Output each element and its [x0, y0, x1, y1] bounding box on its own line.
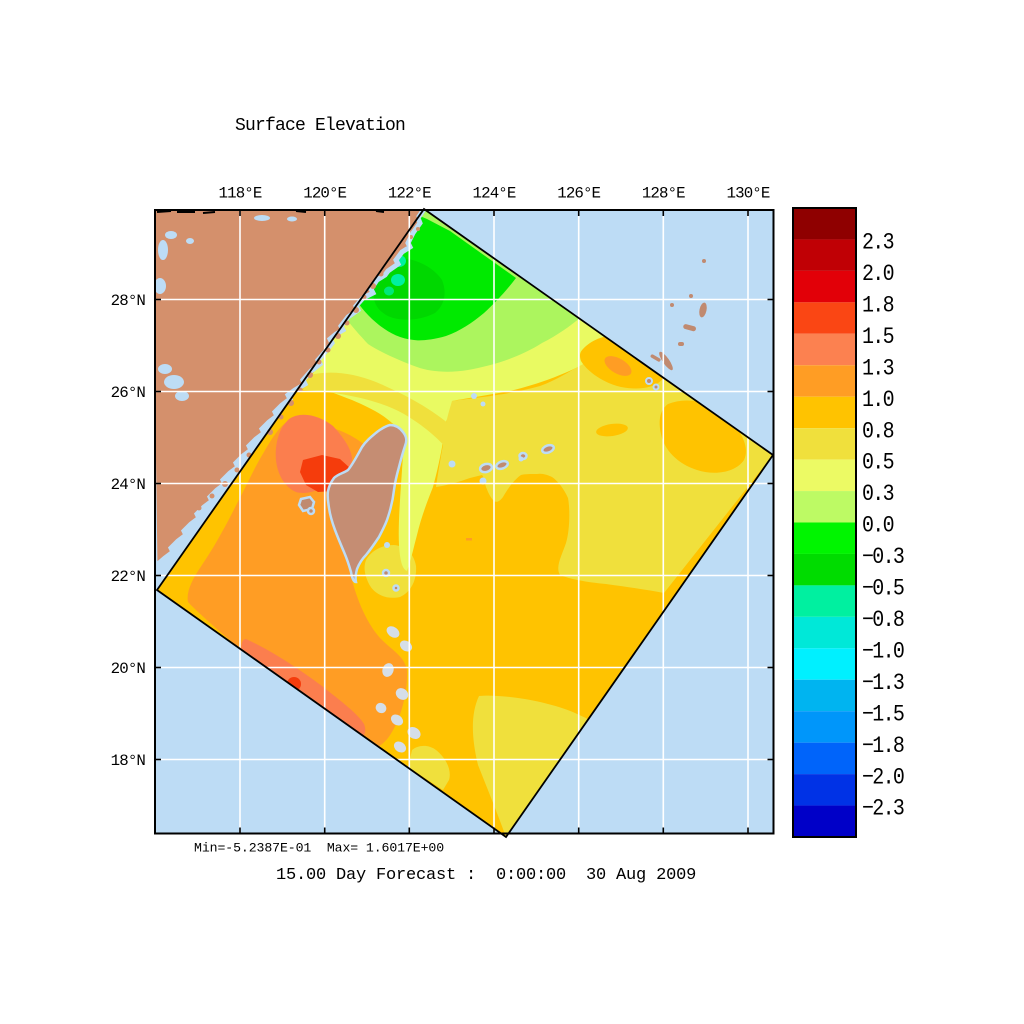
svg-text:118°E: 118°E: [219, 185, 262, 203]
svg-text:−1.0: −1.0: [862, 638, 904, 665]
svg-text:128°E: 128°E: [642, 185, 685, 203]
svg-text:−1.8: −1.8: [862, 733, 904, 760]
svg-text:−2.0: −2.0: [862, 764, 904, 791]
svg-text:24°N: 24°N: [111, 476, 146, 494]
svg-text:Surface Elevation: Surface Elevation: [235, 116, 405, 136]
svg-text:1.3: 1.3: [862, 355, 894, 382]
svg-text:126°E: 126°E: [557, 185, 600, 203]
svg-text:2.3: 2.3: [862, 229, 894, 256]
svg-text:26°N: 26°N: [111, 384, 146, 402]
svg-text:130°E: 130°E: [727, 185, 770, 203]
svg-text:124°E: 124°E: [473, 185, 516, 203]
svg-text:−0.5: −0.5: [862, 575, 904, 602]
svg-text:−0.8: −0.8: [862, 607, 904, 634]
svg-text:120°E: 120°E: [303, 185, 346, 203]
svg-text:0.8: 0.8: [862, 418, 894, 445]
svg-text:−0.3: −0.3: [862, 544, 904, 571]
svg-text:18°N: 18°N: [111, 752, 146, 770]
svg-text:0.3: 0.3: [862, 481, 894, 508]
svg-text:22°N: 22°N: [111, 568, 146, 586]
svg-text:−2.3: −2.3: [862, 795, 904, 822]
svg-text:−1.3: −1.3: [862, 670, 904, 697]
svg-text:20°N: 20°N: [111, 660, 146, 678]
svg-text:0.0: 0.0: [862, 512, 894, 539]
svg-text:122°E: 122°E: [388, 185, 431, 203]
svg-text:0.5: 0.5: [862, 449, 894, 476]
svg-text:1.0: 1.0: [862, 387, 894, 414]
svg-text:1.8: 1.8: [862, 292, 894, 319]
svg-text:28°N: 28°N: [111, 292, 146, 310]
svg-text:1.5: 1.5: [862, 324, 894, 351]
svg-text:−1.5: −1.5: [862, 701, 904, 728]
svg-text:2.0: 2.0: [862, 261, 894, 288]
svg-text:15.00 Day Forecast : 0:00:00: 15.00 Day Forecast : 0:00:00 30 Aug 2009: [276, 866, 696, 885]
svg-text:Min=-5.2387E-01 Max= 1.6017E+: Min=-5.2387E-01 Max= 1.6017E+00: [194, 841, 444, 856]
